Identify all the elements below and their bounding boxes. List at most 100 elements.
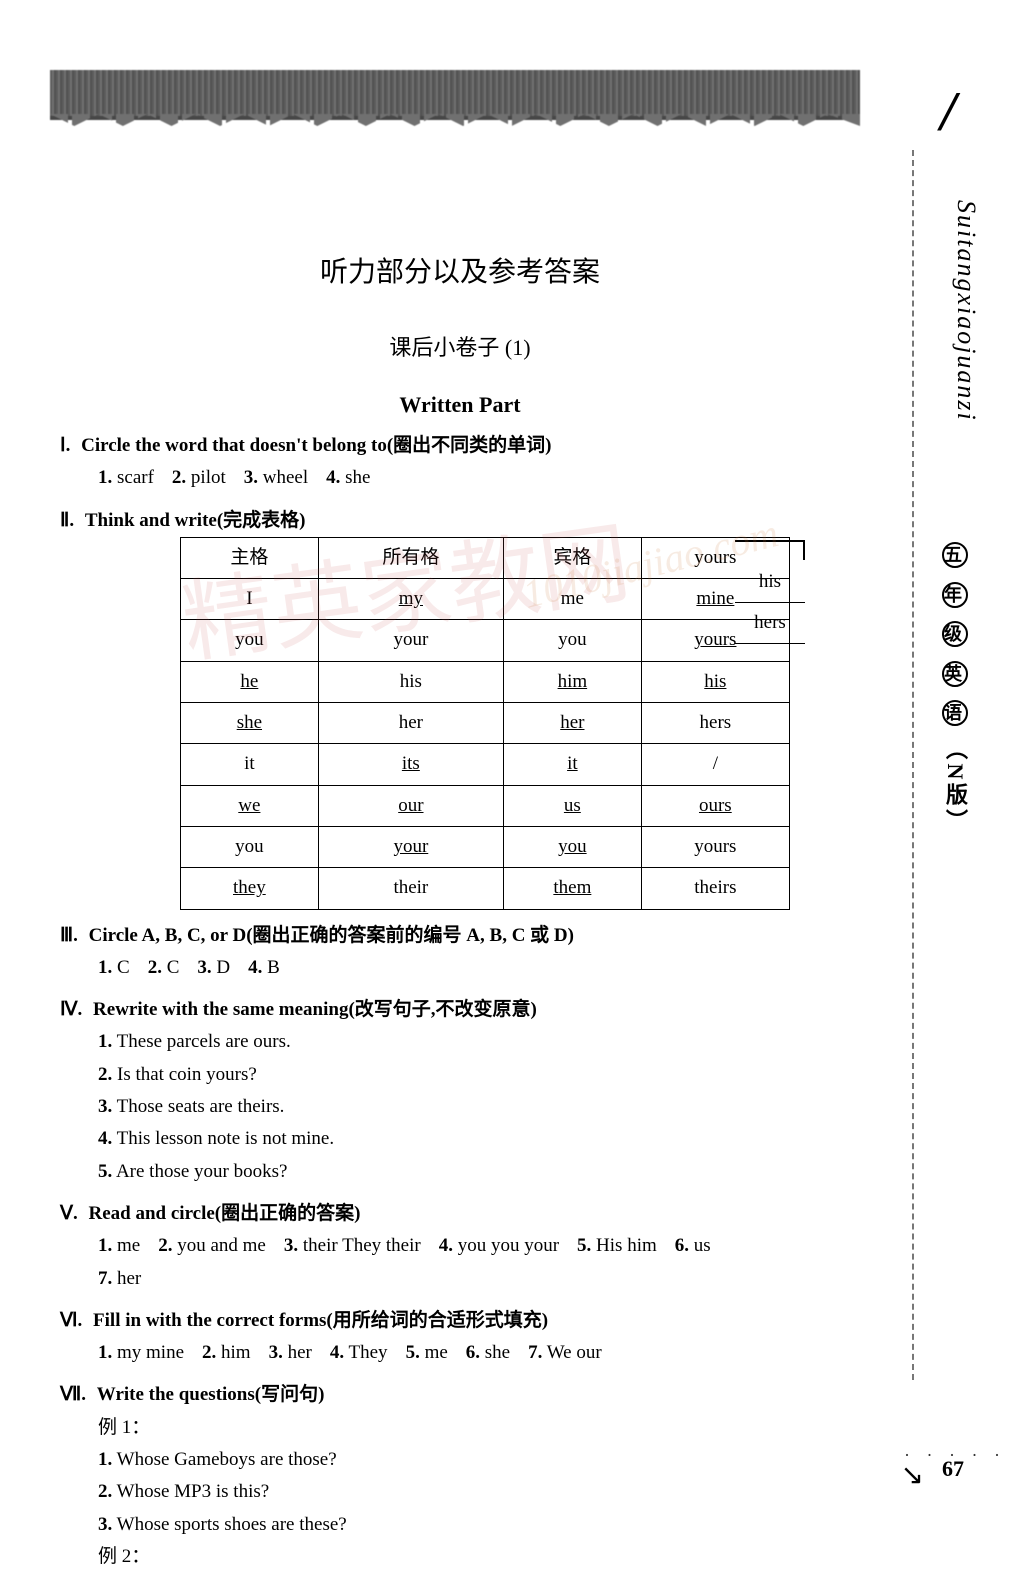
table-cell: theirs: [641, 868, 789, 909]
list-item: 2. Is that coin yours?: [98, 1059, 860, 1091]
table-cell: yours: [641, 826, 789, 867]
table-cell: me: [504, 579, 642, 620]
list-item: 7. We our: [528, 1342, 602, 1363]
table-cell: your: [318, 826, 503, 867]
table-cell: our: [318, 785, 503, 826]
list-item: 4. you you your: [439, 1235, 559, 1256]
table-cell: your: [318, 620, 503, 661]
list-item: 5. me: [406, 1342, 448, 1363]
footer-dots: · · · · ·: [904, 1445, 1006, 1466]
list-item: 4. B: [248, 957, 280, 978]
table-header: 主格: [181, 537, 319, 578]
list-item: 6. us: [675, 1235, 711, 1256]
side-slash: /: [940, 80, 956, 144]
table-cell: her: [504, 703, 642, 744]
table-cell: hers: [641, 703, 789, 744]
section-1: Ⅰ. Circle the word that doesn't belong t…: [60, 430, 860, 495]
grammar-table: 主格所有格宾格yours Imymemineyouyouryouyoursheh…: [180, 537, 790, 910]
list-item: 2. you and me: [158, 1235, 266, 1256]
table-cell: ours: [641, 785, 789, 826]
roman-1: Ⅰ.: [60, 435, 70, 456]
list-item: 2. C: [148, 957, 180, 978]
list-item: 1. Whose Gameboys are those?: [98, 1444, 860, 1476]
subtitle: 课后小卷子 (1): [60, 330, 860, 362]
roman-6: Ⅵ.: [60, 1310, 82, 1331]
table-row: youyouryouyours: [181, 826, 790, 867]
example-2-label: 例 2：: [98, 1541, 860, 1573]
table-cell: they: [181, 868, 319, 909]
section-6-head: Fill in with the correct forms(用所给词的合适形式…: [93, 1310, 548, 1331]
table-header: 宾格: [504, 537, 642, 578]
table-cell: their: [318, 868, 503, 909]
table-cell: /: [641, 744, 789, 785]
table-row: youyouryouyours: [181, 620, 790, 661]
roman-4: Ⅳ.: [60, 999, 82, 1020]
table-row: ititsit/: [181, 744, 790, 785]
grade-char: 五: [942, 542, 968, 568]
side-grade-label: 五 年 级 英 语 （N版）: [939, 540, 971, 835]
table-cell: I: [181, 579, 319, 620]
section-4: Ⅳ. Rewrite with the same meaning(改写句子,不改…: [60, 994, 860, 1188]
list-item: 7. her: [98, 1268, 141, 1289]
list-item: 4. This lesson note is not mine.: [98, 1123, 860, 1155]
list-item: 3. D: [197, 957, 230, 978]
list-item: 1. scarf: [98, 467, 154, 488]
table-row: weourusours: [181, 785, 790, 826]
section-1-head: Circle the word that doesn't belong to(圈…: [81, 435, 551, 456]
section-7-head: Write the questions(写问句): [97, 1384, 325, 1405]
list-item: 4. she: [326, 467, 370, 488]
section-4-head: Rewrite with the same meaning(改写句子,不改变原意…: [93, 999, 537, 1020]
table-cell: he: [181, 661, 319, 702]
side-pinyin: Suitangxiaojuanzi: [951, 200, 981, 422]
grade-char: 级: [942, 621, 968, 647]
list-item: 1. my mine: [98, 1342, 184, 1363]
table-cell: she: [181, 703, 319, 744]
list-item: 4. They: [330, 1342, 388, 1363]
table-row: sheherherhers: [181, 703, 790, 744]
table-header: 所有格: [318, 537, 503, 578]
table-cell: her: [318, 703, 503, 744]
table-cell: you: [181, 620, 319, 661]
edition-label: （N版）: [943, 738, 968, 836]
list-item: 6. she: [466, 1342, 510, 1363]
part-label: Written Part: [60, 392, 860, 418]
list-item: 2. him: [202, 1342, 251, 1363]
list-item: 3. their They their: [284, 1235, 421, 1256]
list-item: 1. me: [98, 1235, 140, 1256]
grade-char: 语: [942, 700, 968, 726]
table-cell: you: [504, 826, 642, 867]
list-item: 3. Those seats are theirs.: [98, 1091, 860, 1123]
table-cell: you: [504, 620, 642, 661]
list-item: 5. Are those your books?: [98, 1156, 860, 1188]
float-his: his: [735, 564, 805, 600]
list-item: 3. Whose sports shoes are these?: [98, 1509, 860, 1541]
table-cell: his: [318, 661, 503, 702]
table-row: hehishimhis: [181, 661, 790, 702]
table-cell: my: [318, 579, 503, 620]
list-item: 2. Whose MP3 is this?: [98, 1476, 860, 1508]
table-cell: us: [504, 785, 642, 826]
list-item: 3. wheel: [244, 467, 308, 488]
table-cell: you: [181, 826, 319, 867]
top-decorative-border: [50, 70, 860, 120]
list-item: 2. pilot: [172, 467, 226, 488]
list-item: 1. C: [98, 957, 130, 978]
roman-7: Ⅶ.: [60, 1384, 86, 1405]
float-hers: hers: [735, 605, 805, 641]
table-row: theytheirthemtheirs: [181, 868, 790, 909]
roman-3: Ⅲ.: [60, 925, 78, 946]
table-cell: his: [641, 661, 789, 702]
list-item: 5. His him: [577, 1235, 657, 1256]
section-2-head: Think and write(完成表格): [85, 510, 306, 531]
grade-char: 年: [942, 582, 968, 608]
section-5: Ⅴ. Read and circle(圈出正确的答案) 1. me2. you …: [60, 1198, 860, 1295]
table-cell: them: [504, 868, 642, 909]
roman-2: Ⅱ.: [60, 510, 74, 531]
list-item: 3. her: [269, 1342, 312, 1363]
side-column: / Suitangxiaojuanzi 五 年 级 英 语 （N版）: [886, 60, 1006, 1460]
section-3-head: Circle A, B, C, or D(圈出正确的答案前的编号 A, B, C…: [89, 925, 574, 946]
table-cell: we: [181, 785, 319, 826]
table-cell: him: [504, 661, 642, 702]
section-5-head: Read and circle(圈出正确的答案): [89, 1203, 361, 1224]
table-cell: its: [318, 744, 503, 785]
